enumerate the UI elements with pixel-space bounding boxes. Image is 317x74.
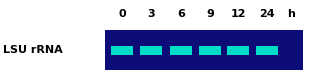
Text: h: h [287,9,295,19]
Bar [111,46,133,54]
Text: LSU rRNA: LSU rRNA [3,45,63,55]
Text: 6: 6 [177,9,185,19]
Text: 3: 3 [147,9,155,19]
Bar [199,46,221,54]
Text: 24: 24 [259,9,275,19]
Bar [105,30,303,70]
Bar [170,46,192,54]
Bar [227,46,249,54]
Text: 12: 12 [230,9,246,19]
Text: 9: 9 [206,9,214,19]
Text: 0: 0 [118,9,126,19]
Bar [256,46,278,54]
Bar [140,46,162,54]
